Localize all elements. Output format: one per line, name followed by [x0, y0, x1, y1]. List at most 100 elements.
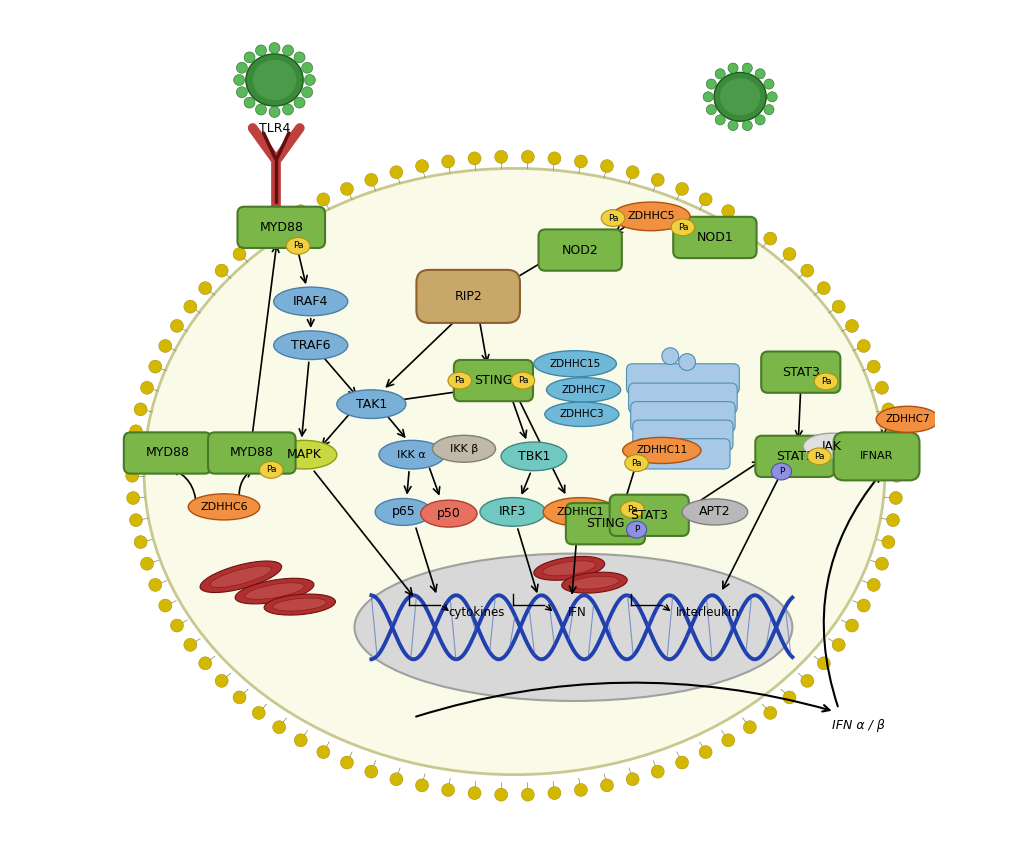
Ellipse shape [889, 492, 902, 504]
Ellipse shape [233, 248, 246, 260]
Ellipse shape [365, 173, 378, 186]
Text: MYD88: MYD88 [145, 446, 189, 460]
Ellipse shape [570, 576, 619, 589]
Text: TRAF6: TRAF6 [291, 338, 330, 352]
Ellipse shape [889, 447, 902, 460]
Ellipse shape [534, 351, 616, 377]
Text: Pa: Pa [627, 505, 638, 514]
Ellipse shape [742, 63, 752, 73]
Ellipse shape [651, 173, 664, 186]
Ellipse shape [699, 746, 712, 759]
Ellipse shape [743, 218, 756, 231]
Text: Pa: Pa [632, 459, 642, 467]
Text: ZDHHC15: ZDHHC15 [549, 359, 601, 369]
Text: IKK β: IKK β [450, 444, 478, 454]
Text: ZDHHC6: ZDHHC6 [201, 502, 248, 512]
Ellipse shape [379, 440, 445, 469]
Text: P: P [779, 467, 784, 476]
Ellipse shape [141, 557, 153, 570]
FancyBboxPatch shape [833, 433, 920, 480]
Text: NOD2: NOD2 [562, 243, 599, 257]
Ellipse shape [832, 300, 845, 313]
Ellipse shape [235, 578, 314, 604]
Ellipse shape [543, 498, 617, 526]
Ellipse shape [887, 425, 899, 438]
Ellipse shape [416, 779, 428, 791]
Text: Pa: Pa [821, 377, 831, 386]
Text: P: P [634, 525, 639, 534]
Ellipse shape [273, 721, 286, 733]
Ellipse shape [783, 248, 796, 260]
Text: ZDHHC11: ZDHHC11 [636, 445, 687, 456]
Ellipse shape [804, 434, 860, 460]
Text: ZDHHC1: ZDHHC1 [557, 507, 604, 517]
Text: p65: p65 [391, 505, 416, 519]
Ellipse shape [252, 706, 265, 719]
Ellipse shape [626, 166, 639, 179]
Ellipse shape [679, 354, 696, 370]
Ellipse shape [390, 773, 403, 786]
Ellipse shape [441, 155, 455, 168]
Ellipse shape [546, 377, 620, 402]
Ellipse shape [441, 784, 455, 797]
Ellipse shape [244, 52, 255, 63]
FancyBboxPatch shape [238, 206, 325, 248]
Ellipse shape [876, 407, 939, 433]
Ellipse shape [294, 734, 308, 747]
Ellipse shape [662, 348, 679, 365]
Ellipse shape [301, 87, 313, 98]
Ellipse shape [522, 151, 534, 163]
Text: cytokines: cytokines [449, 606, 505, 620]
Ellipse shape [542, 561, 596, 576]
Ellipse shape [294, 52, 305, 63]
Ellipse shape [764, 232, 777, 245]
Ellipse shape [728, 63, 738, 73]
FancyBboxPatch shape [633, 420, 733, 450]
FancyBboxPatch shape [208, 433, 295, 473]
Ellipse shape [706, 104, 716, 115]
Ellipse shape [887, 514, 899, 526]
Ellipse shape [171, 319, 183, 333]
Ellipse shape [832, 638, 845, 652]
FancyBboxPatch shape [629, 383, 737, 413]
Text: IFNAR: IFNAR [860, 451, 893, 461]
Ellipse shape [534, 557, 605, 580]
Ellipse shape [149, 578, 162, 591]
Text: Interleukin: Interleukin [676, 606, 740, 620]
Text: STING: STING [587, 517, 625, 530]
Ellipse shape [682, 498, 748, 525]
Ellipse shape [764, 79, 774, 89]
Ellipse shape [857, 599, 871, 612]
Ellipse shape [294, 205, 308, 217]
Ellipse shape [890, 469, 903, 482]
Ellipse shape [495, 788, 507, 801]
Ellipse shape [814, 373, 838, 390]
Ellipse shape [252, 232, 265, 245]
Ellipse shape [199, 657, 212, 669]
FancyBboxPatch shape [636, 439, 730, 469]
Ellipse shape [274, 287, 348, 316]
Ellipse shape [421, 500, 477, 527]
Ellipse shape [355, 554, 792, 701]
Ellipse shape [511, 372, 535, 389]
Ellipse shape [134, 536, 147, 548]
Ellipse shape [127, 447, 140, 460]
Ellipse shape [215, 674, 228, 687]
Ellipse shape [253, 60, 296, 100]
Ellipse shape [141, 381, 153, 394]
Ellipse shape [245, 583, 305, 600]
Ellipse shape [764, 104, 774, 115]
Ellipse shape [876, 557, 888, 570]
FancyBboxPatch shape [123, 433, 211, 473]
FancyBboxPatch shape [631, 402, 735, 432]
Text: Pa: Pa [814, 452, 824, 461]
Ellipse shape [743, 721, 756, 733]
Ellipse shape [699, 193, 712, 205]
Ellipse shape [130, 425, 142, 438]
Ellipse shape [480, 498, 545, 526]
Ellipse shape [130, 514, 142, 526]
Ellipse shape [237, 87, 247, 98]
Text: p50: p50 [437, 507, 461, 520]
Ellipse shape [171, 619, 183, 632]
Ellipse shape [210, 566, 272, 588]
